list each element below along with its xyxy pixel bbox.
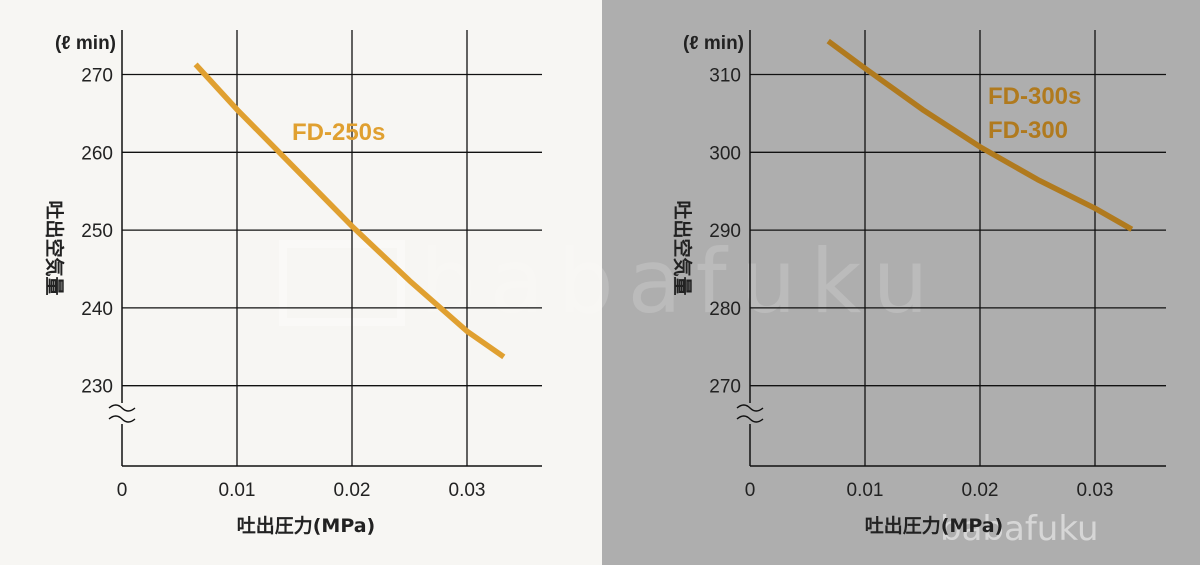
y-tick-label: 270 [709,377,741,398]
y-axis-label: 吐出空気量 [671,200,694,295]
series-label: FD-250s [292,119,385,146]
chart-panel-left [0,0,602,565]
x-tick-label: 0.03 [449,480,486,501]
x-axis-label: 吐出圧力(MPa) [865,514,1004,537]
y-tick-label: 260 [81,143,113,164]
series-line [826,38,1134,232]
x-tick-label: 0 [117,480,128,501]
series-label-line-1: FD-300s [988,83,1081,110]
series-label-line-2: FD-300 [988,117,1068,144]
watermark-logo-icon [279,240,405,326]
chart-left: 230 240 250 260 270 0 0.01 0.02 0.03 (ℓ min) 吐出空気量… [43,30,542,537]
watermark-text-small: babafuku [940,509,1099,549]
y-tick-label: 250 [81,221,113,242]
y-tick-label: 310 [709,66,741,87]
axis-break-icon [108,404,136,412]
x-tick-label: 0.01 [219,480,256,501]
y-tick-label: 280 [709,299,741,320]
y-tick-label: 240 [81,299,113,320]
x-axis-label: 吐出圧力(MPa) [237,514,376,537]
x-tick-label: 0.02 [962,480,999,501]
y-unit-label: (ℓ min) [683,33,744,54]
axis-break-icon [736,404,764,412]
y-axis-label: 吐出空気量 [43,200,66,295]
watermark-text: babafuku [420,230,942,333]
series-line [193,62,506,360]
x-tick-label: 0.01 [847,480,884,501]
y-tick-label: 290 [709,221,741,242]
axis-break-icon [108,415,136,423]
axis-break-icon [736,415,764,423]
y-tick-label: 230 [81,377,113,398]
y-unit-label: (ℓ min) [55,33,116,54]
x-tick-label: 0 [745,480,756,501]
x-tick-label: 0.02 [334,480,371,501]
y-tick-label: 300 [709,143,741,164]
watermark-group: babafuku babafuku [279,230,1099,549]
y-tick-label: 270 [81,66,113,87]
x-tick-label: 0.03 [1077,480,1114,501]
chart-right: 270 280 290 300 310 0 0.01 0.02 0.03 (ℓ min) 吐出空気量… [671,30,1166,537]
